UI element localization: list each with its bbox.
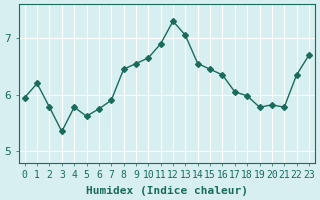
X-axis label: Humidex (Indice chaleur): Humidex (Indice chaleur) bbox=[86, 186, 248, 196]
